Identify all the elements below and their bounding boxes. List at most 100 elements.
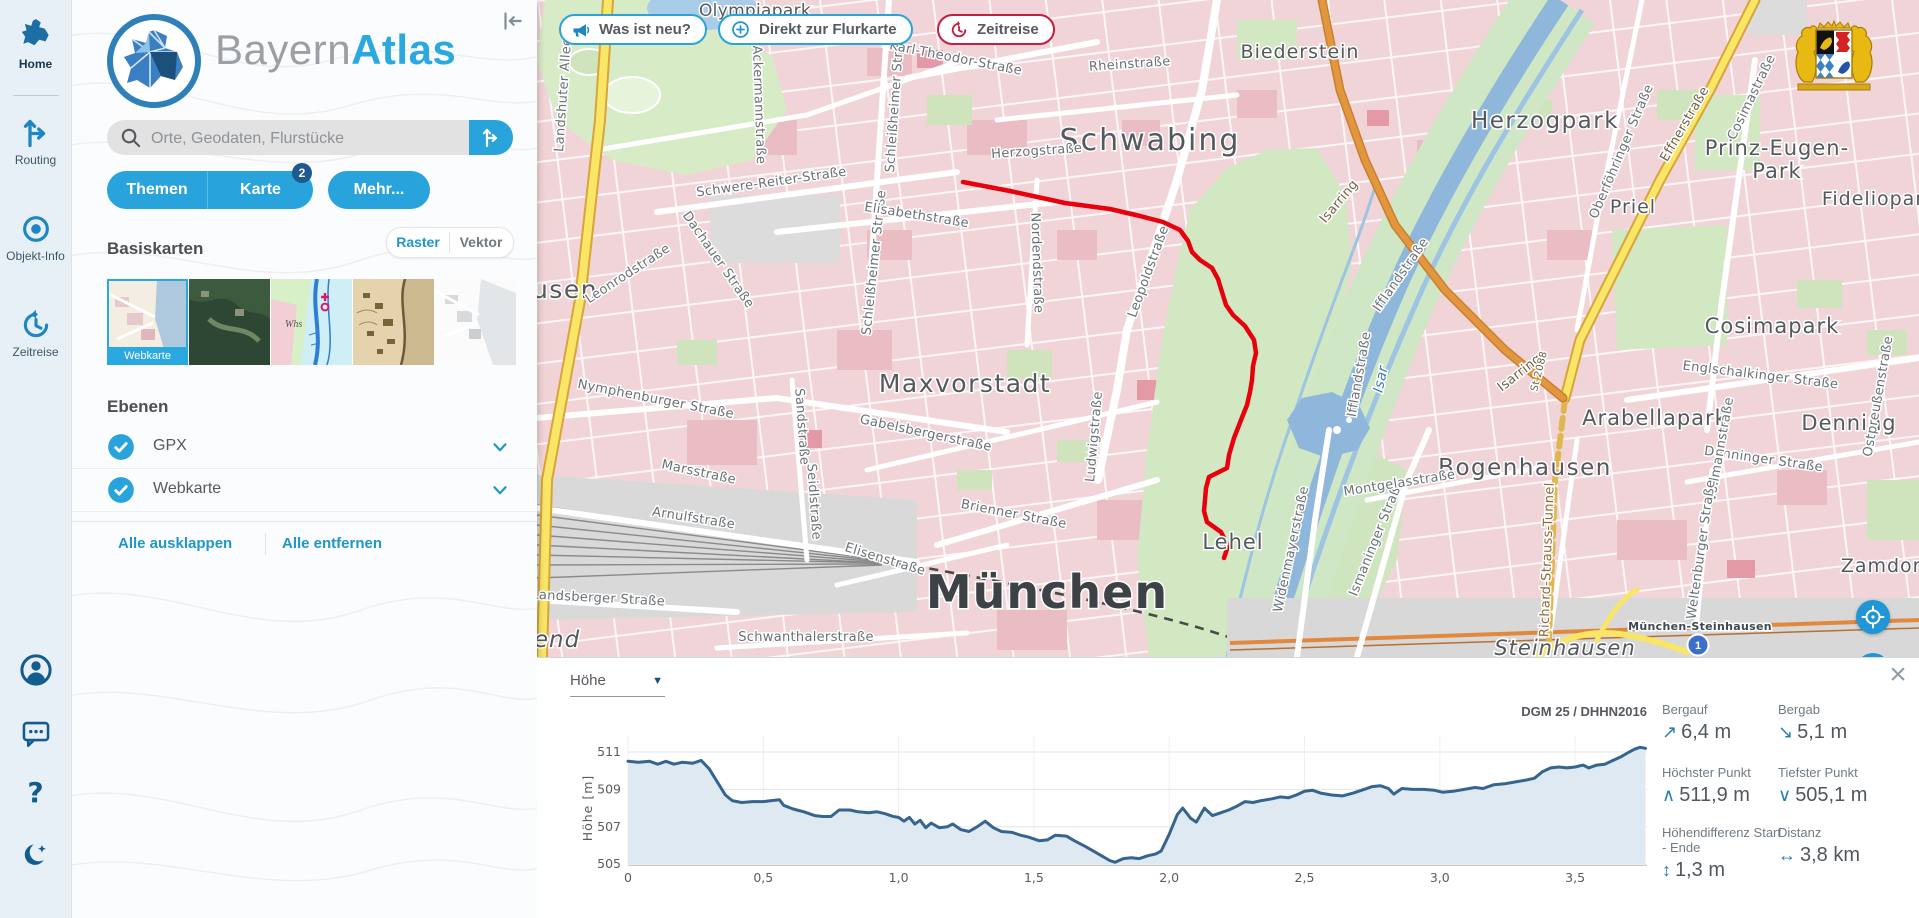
tab-themen[interactable]: Themen xyxy=(107,171,208,209)
routing-icon xyxy=(482,128,498,148)
stat-block: Tiefster Punkt ∨ 505,1 m xyxy=(1778,765,1898,807)
svg-text:3,0: 3,0 xyxy=(1430,870,1450,885)
map-label: Nordendstraße xyxy=(1027,212,1046,313)
stat-number: 3,8 km xyxy=(1800,844,1861,866)
brand-wordmark: BayernAtlas xyxy=(215,26,456,74)
raster-vektor-toggle: Raster Vektor xyxy=(386,227,514,258)
help-icon: ? xyxy=(27,776,44,809)
map-label: usen xyxy=(537,275,598,304)
svg-text:Höhe [m]: Höhe [m] xyxy=(580,775,595,842)
basemap-thumb-webkarte[interactable]: Webkarte xyxy=(107,279,188,365)
svg-text:511: 511 xyxy=(597,744,621,759)
basemap-thumb-graukarte[interactable] xyxy=(435,279,516,365)
sidebar-item-label: Home xyxy=(18,57,53,71)
chevron-down-icon[interactable] xyxy=(489,479,511,501)
expand-all-link[interactable]: Alle ausklappen xyxy=(118,535,233,552)
basemap-thumb-topokarte[interactable]: Whs xyxy=(271,279,352,365)
stat-value: ↕ 1,3 m xyxy=(1662,859,1782,882)
layers-panel: BayernAtlas Themen Karte 2 Mehr... Basis… xyxy=(71,0,537,918)
stat-number: 505,1 m xyxy=(1795,784,1868,806)
object-info-icon xyxy=(22,216,49,242)
layer-row-webkarte[interactable]: Webkarte xyxy=(71,469,537,512)
layer-label: Webkarte xyxy=(153,480,222,497)
layer-label: GPX xyxy=(153,437,187,454)
map-label: Biederstein xyxy=(1241,41,1360,63)
sidebar-item-account[interactable] xyxy=(0,652,71,688)
stat-number: 5,1 m xyxy=(1797,721,1848,743)
panel-collapse-button[interactable] xyxy=(499,8,527,36)
bavaria-coat-of-arms xyxy=(1790,18,1878,99)
map-label: Bogenhausen xyxy=(1438,455,1612,481)
map-canvas[interactable]: 1 Schwabing Maxvorstadt München Lehel Bogenh… xyxy=(537,0,1919,657)
map-label: Arabellapark xyxy=(1582,406,1728,430)
search-input[interactable] xyxy=(149,120,463,157)
stat-label: Höchster Punkt xyxy=(1662,765,1751,780)
svg-text:3,5: 3,5 xyxy=(1565,870,1585,885)
whats-new-button[interactable]: Was ist neu? xyxy=(559,14,707,45)
map-label: Sandstraße xyxy=(791,388,811,466)
basemaps-heading: Basiskarten xyxy=(107,239,204,258)
map-label: Ackermannstraße xyxy=(749,45,768,164)
basemap-thumb-historisch[interactable] xyxy=(353,279,434,365)
stat-value: ∧ 511,9 m xyxy=(1662,784,1782,807)
routing-icon xyxy=(23,119,45,148)
sidebar-item-help[interactable]: ? xyxy=(0,776,71,809)
sidebar-item-feedback[interactable] xyxy=(0,716,71,750)
direct-to-flurkarte-button[interactable]: Direkt zur Flurkarte xyxy=(718,14,913,45)
map-label: Lehel xyxy=(1202,530,1263,554)
sidebar-item-night-mode[interactable] xyxy=(0,840,71,874)
map-label: Steinhausen xyxy=(1494,636,1635,657)
map-label: Herzogpark xyxy=(1471,108,1619,134)
search-routing-button[interactable] xyxy=(469,120,513,155)
stat-icon: ↘ xyxy=(1778,722,1794,742)
map-label: Denning xyxy=(1801,411,1896,435)
close-panel-button[interactable]: × xyxy=(1889,658,1907,691)
feedback-icon xyxy=(22,721,49,748)
stat-block: Bergauf ↗ 6,4 m xyxy=(1662,702,1782,744)
svg-text:509: 509 xyxy=(597,781,621,796)
sidebar-item-home[interactable]: Home xyxy=(0,16,71,71)
map-label: München xyxy=(926,565,1168,619)
rail-divider xyxy=(13,95,59,96)
railways xyxy=(537,475,1919,657)
highways xyxy=(537,0,1761,657)
vektor-option[interactable]: Vektor xyxy=(459,234,503,250)
svg-text:1: 1 xyxy=(1695,640,1701,652)
raster-option[interactable]: Raster xyxy=(396,234,440,250)
basemap-thumb-luftbild[interactable] xyxy=(189,279,270,365)
map-label: München-Steinhausen xyxy=(1628,620,1772,633)
chevron-down-icon[interactable] xyxy=(489,436,511,458)
bayernatlas-logo xyxy=(105,12,203,115)
sidebar-item-routing[interactable]: Routing xyxy=(0,114,71,167)
remove-all-link[interactable]: Alle entfernen xyxy=(282,535,383,552)
stat-label: Höhendifferenz Start - Ende xyxy=(1662,825,1781,855)
svg-text:0: 0 xyxy=(624,870,632,885)
tab-mehr[interactable]: Mehr... xyxy=(328,171,430,209)
profile-type-select[interactable]: Höhe ▼ xyxy=(570,668,665,697)
map-button-label: Was ist neu? xyxy=(599,21,691,38)
zeitreise-button[interactable]: Zeitreise xyxy=(937,14,1055,45)
zoom-fab-partial[interactable] xyxy=(1856,653,1890,657)
stat-label: Tiefster Punkt xyxy=(1778,765,1858,780)
route-number-badge: 1 xyxy=(1686,633,1710,657)
layer-checkbox-checked-icon[interactable] xyxy=(107,433,135,461)
map-label: Cosimapark xyxy=(1705,314,1840,338)
time-travel-icon xyxy=(23,309,48,338)
stat-value: ↔ 3,8 km xyxy=(1778,844,1898,867)
night-mode-icon xyxy=(24,844,46,865)
sidebar-item-objekt-info[interactable]: Objekt-Info xyxy=(0,212,71,263)
map-label: Park xyxy=(1752,159,1801,183)
layer-checkbox-checked-icon[interactable] xyxy=(107,476,135,504)
stat-value: ↘ 5,1 m xyxy=(1778,721,1898,744)
stat-label: Distanz xyxy=(1778,825,1822,840)
map-label: Rheinstraße xyxy=(1088,54,1171,75)
geolocate-button[interactable] xyxy=(1856,600,1890,634)
svg-text:507: 507 xyxy=(597,819,621,834)
stat-icon: ∧ xyxy=(1662,785,1676,805)
karte-badge: 2 xyxy=(292,163,312,183)
layer-row-gpx[interactable]: GPX xyxy=(71,426,537,469)
sidebar-item-zeitreise[interactable]: Zeitreise xyxy=(0,308,71,359)
stat-icon: ↔ xyxy=(1778,845,1796,865)
map-label: Zamdorf xyxy=(1841,555,1919,577)
